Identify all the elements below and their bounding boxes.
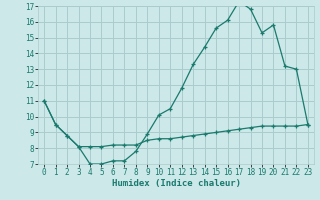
- X-axis label: Humidex (Indice chaleur): Humidex (Indice chaleur): [111, 179, 241, 188]
